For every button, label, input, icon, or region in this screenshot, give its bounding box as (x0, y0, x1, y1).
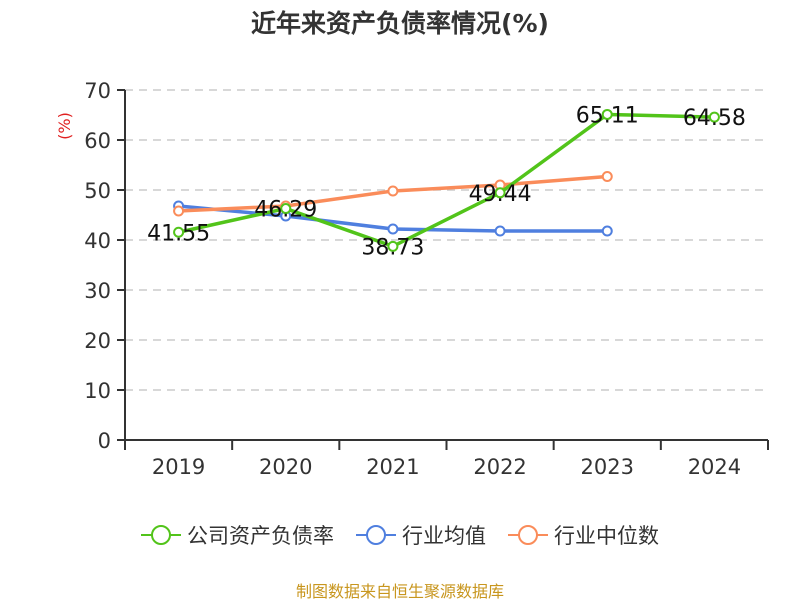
data-point[interactable] (173, 226, 185, 238)
data-label: 46.29 (254, 198, 317, 223)
y-tick-label: 0 (98, 429, 111, 453)
legend: 公司资产负债率 行业均值 行业中位数 (0, 520, 800, 550)
data-point[interactable] (387, 185, 399, 197)
legend-marker-icon (141, 525, 181, 545)
legend-item-company[interactable]: 公司资产负债率 (141, 520, 334, 550)
data-point[interactable] (280, 203, 292, 215)
chart-title: 近年来资产负债率情况(%) (251, 9, 549, 38)
y-tick-label: 30 (84, 279, 111, 303)
data-label: 49.44 (469, 182, 532, 207)
data-point[interactable] (494, 187, 506, 199)
x-tick-label: 2024 (688, 455, 741, 479)
data-point[interactable] (601, 171, 613, 182)
x-tick-label: 2021 (366, 455, 419, 479)
x-tick-label: 2022 (473, 455, 526, 479)
x-tick-label: 2020 (259, 455, 312, 479)
y-tick-label: 40 (84, 229, 111, 253)
legend-item-industry-avg[interactable]: 行业均值 (356, 520, 486, 550)
legend-marker-icon (356, 525, 396, 545)
data-label: 38.73 (361, 235, 424, 260)
data-source-note: 制图数据来自恒生聚源数据库 (295, 582, 504, 601)
series-line (178, 112, 715, 249)
x-tick-label: 2023 (581, 455, 634, 479)
legend-label: 行业均值 (402, 524, 486, 548)
data-point[interactable] (601, 225, 613, 237)
data-point[interactable] (494, 225, 506, 237)
y-tick-label: 70 (84, 79, 111, 103)
x-tick-label: 2019 (152, 455, 205, 479)
data-label: 64.58 (683, 106, 746, 131)
y-tick-label: 50 (84, 179, 111, 203)
y-tick-label: 60 (84, 129, 111, 153)
legend-marker-icon (508, 525, 548, 545)
data-label: 65.11 (576, 103, 639, 128)
data-point[interactable] (387, 223, 399, 235)
data-point[interactable] (173, 205, 185, 217)
y-tick-label: 10 (84, 379, 111, 403)
data-point[interactable] (387, 240, 399, 252)
y-axis-unit: (%) (55, 112, 74, 140)
legend-label: 行业中位数 (554, 524, 659, 548)
data-label: 41.55 (147, 221, 210, 246)
data-point[interactable] (708, 111, 720, 123)
legend-label: 公司资产负债率 (187, 524, 334, 548)
data-point[interactable] (601, 108, 613, 120)
y-tick-label: 20 (84, 329, 111, 353)
legend-item-industry-median[interactable]: 行业中位数 (508, 520, 659, 550)
